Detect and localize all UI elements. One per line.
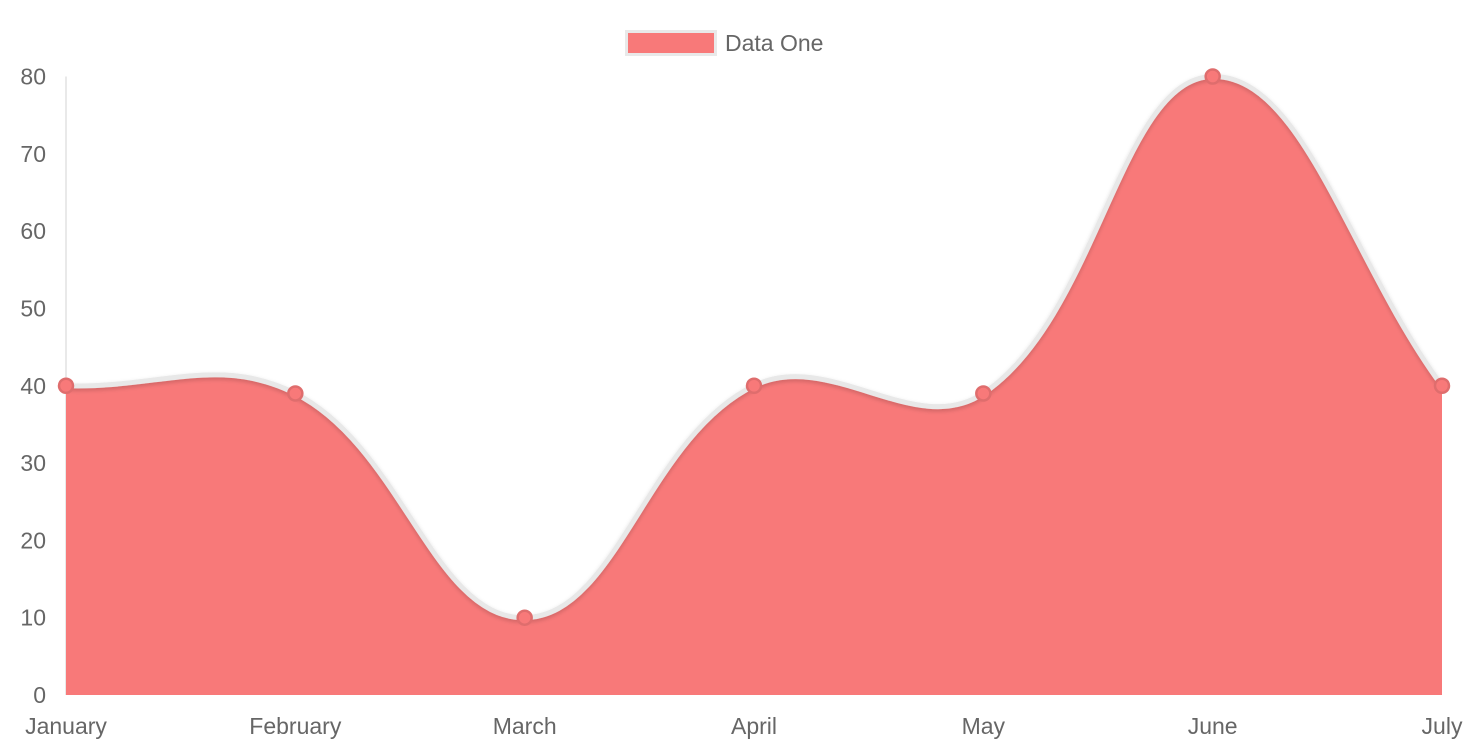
y-axis-tick-label: 70 [20,141,46,167]
y-axis-tick-label: 30 [20,450,46,476]
y-axis-tick-label: 0 [33,682,46,708]
x-axis-label-july: July [1422,713,1463,739]
data-point-april[interactable] [745,377,763,394]
legend-swatch [625,30,717,56]
y-axis-tick-label: 20 [20,527,46,553]
x-axis-label-january: January [25,713,107,739]
x-axis-label-march: March [493,713,557,739]
data-point-march[interactable] [516,609,533,626]
legend-item[interactable]: Data One [625,30,823,56]
y-axis-tick-label: 10 [20,605,46,631]
x-axis-label-may: May [962,713,1006,739]
y-axis-tick-label: 60 [20,218,46,244]
y-axis-tick-label: 80 [20,64,46,90]
x-axis-label-june: June [1188,713,1238,739]
data-point-july[interactable] [1433,377,1451,394]
data-point-may[interactable] [975,385,992,402]
y-axis-tick-label: 40 [20,373,46,399]
legend-label: Data One [725,29,824,56]
x-axis-label-april: April [731,713,777,739]
data-point-june[interactable] [1204,68,1221,85]
y-axis-tick-label: 50 [20,295,46,321]
data-point-january[interactable] [57,377,75,394]
x-axis-label-february: February [249,713,342,739]
data-point-february[interactable] [287,385,304,402]
